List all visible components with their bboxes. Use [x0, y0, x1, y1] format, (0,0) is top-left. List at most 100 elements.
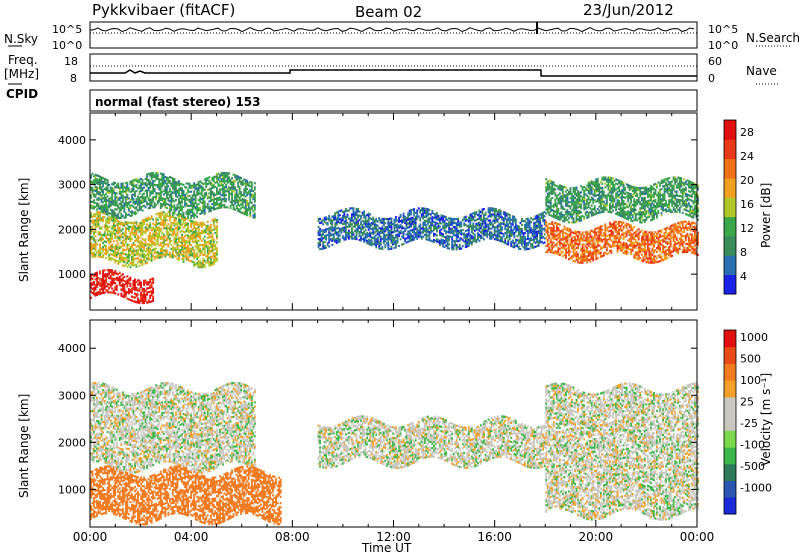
echo-cell: [254, 208, 256, 210]
echo-cell: [471, 243, 473, 245]
echo-cell: [216, 259, 218, 261]
echo-cell: [136, 264, 138, 266]
echo-cell: [181, 187, 183, 189]
echo-cell: [626, 227, 628, 229]
echo-cell: [251, 188, 253, 190]
echo-cell: [199, 260, 201, 262]
echo-cell: [204, 213, 206, 215]
echo-cell: [198, 189, 200, 191]
echo-cell: [99, 231, 101, 233]
echo-cell: [536, 237, 538, 239]
echo-cell: [577, 247, 579, 249]
echo-cell: [384, 236, 386, 238]
echo-cell: [204, 209, 206, 211]
echo-cell: [397, 240, 399, 242]
echo-cell: [152, 288, 154, 290]
echo-cell: [469, 222, 471, 224]
echo-cell: [485, 220, 487, 222]
echo-cell: [149, 207, 151, 209]
echo-cell: [169, 213, 171, 215]
echo-cell: [102, 256, 104, 258]
echo-cell: [195, 200, 197, 202]
echo-cell: [105, 277, 107, 279]
echo-cell: [512, 223, 514, 225]
echo-cell: [198, 246, 200, 248]
echo-cell: [93, 199, 95, 201]
echo-cell: [348, 209, 350, 211]
echo-cell: [236, 189, 238, 191]
echo-cell: [92, 187, 94, 189]
echo-cell: [123, 245, 125, 247]
echo-cell: [328, 215, 330, 217]
echo-cell: [254, 217, 256, 219]
echo-cell: [178, 180, 180, 182]
echo-cell: [163, 225, 165, 227]
echo-cell: [378, 217, 380, 219]
echo-cell: [224, 192, 226, 194]
echo-cell: [448, 239, 450, 241]
echo-cell: [617, 235, 619, 237]
echo-cell: [570, 235, 572, 237]
echo-cell: [130, 285, 132, 287]
echo-cell: [251, 186, 253, 188]
echo-cell: [119, 239, 121, 241]
echo-cell: [111, 238, 113, 240]
echo-cell: [570, 229, 572, 231]
power-colorbar-swatch: [724, 217, 736, 237]
echo-cell: [236, 191, 238, 193]
echo-cell: [383, 220, 385, 222]
echo-cell: [166, 213, 168, 215]
echo-cell: [357, 208, 359, 210]
echo-cell: [114, 282, 116, 284]
echo-cell: [149, 187, 151, 189]
echo-cell: [160, 195, 162, 197]
echo-cell: [489, 211, 491, 213]
echo-cell: [136, 231, 138, 233]
echo-cell: [142, 234, 144, 236]
echo-cell: [428, 235, 430, 237]
echo-cell: [327, 222, 329, 224]
velocity-colorbar-swatch: [724, 497, 736, 514]
echo-cell: [111, 236, 113, 238]
echo-cell: [391, 225, 393, 227]
velocity-colorbar-swatch: [724, 364, 736, 381]
echo-cell: [239, 188, 241, 190]
echo-cell: [475, 211, 477, 213]
echo-cell: [489, 219, 491, 221]
echo-cell: [195, 198, 197, 200]
echo-cell: [96, 286, 98, 288]
echo-cell: [468, 229, 470, 231]
echo-cell: [114, 212, 116, 214]
echo-cell: [377, 225, 379, 227]
echo-cell: [130, 279, 132, 281]
echo-cell: [204, 197, 206, 199]
echo-cell: [107, 285, 109, 287]
echo-cell: [142, 262, 144, 264]
echo-cell: [205, 192, 207, 194]
echo-cell: [113, 240, 115, 242]
echo-cell: [148, 229, 150, 231]
echo-cell: [145, 240, 147, 242]
echo-cell: [395, 246, 397, 248]
echo-cell: [485, 212, 487, 214]
echo-cell: [363, 212, 365, 214]
echo-cell: [146, 191, 148, 193]
echo-cell: [460, 225, 462, 227]
echo-cell: [387, 242, 389, 244]
echo-cell: [122, 185, 124, 187]
echo-cell: [246, 200, 248, 202]
echo-cell: [521, 218, 523, 220]
echo-cell: [111, 288, 113, 290]
echo-cell: [114, 182, 116, 184]
echo-cell: [353, 234, 355, 236]
echo-cell: [595, 254, 597, 256]
echo-cell: [614, 223, 616, 225]
echo-cell: [351, 229, 353, 231]
echo-cell: [128, 256, 130, 258]
echo-cell: [204, 264, 206, 266]
echo-cell: [512, 240, 514, 242]
echo-cell: [157, 219, 159, 221]
echo-cell: [187, 215, 189, 217]
echo-cell: [559, 234, 561, 236]
echo-cell: [216, 251, 218, 253]
